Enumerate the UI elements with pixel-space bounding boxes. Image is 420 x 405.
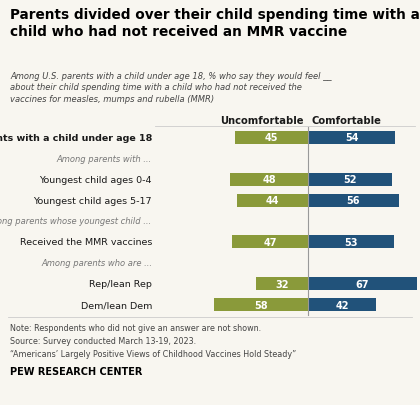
Bar (230, 173, 308, 186)
Text: Comfortable: Comfortable (312, 116, 382, 126)
Text: 67: 67 (355, 279, 369, 289)
Text: Uncomfortable: Uncomfortable (220, 116, 304, 126)
Text: 56: 56 (346, 196, 360, 206)
Text: Dem/lean Dem: Dem/lean Dem (81, 301, 152, 309)
Bar (308, 277, 417, 290)
Text: 52: 52 (344, 175, 357, 185)
Text: “Americans’ Largely Positive Views of Childhood Vaccines Hold Steady”: “Americans’ Largely Positive Views of Ch… (10, 349, 296, 358)
Bar (256, 277, 308, 290)
Text: Received the MMR vaccines: Received the MMR vaccines (20, 238, 152, 247)
Text: 47: 47 (263, 237, 277, 247)
Text: Among parents with ...: Among parents with ... (57, 154, 152, 164)
Text: Youngest child ages 5-17: Youngest child ages 5-17 (34, 196, 152, 205)
Text: 42: 42 (335, 300, 349, 310)
Text: Parents with a child under age 18: Parents with a child under age 18 (0, 134, 152, 143)
Text: 54: 54 (345, 133, 359, 143)
Text: 48: 48 (262, 175, 276, 185)
Text: Note: Respondents who did not give an answer are not shown.: Note: Respondents who did not give an an… (10, 323, 261, 332)
Bar (237, 194, 308, 207)
Text: 45: 45 (265, 133, 278, 143)
Text: Source: Survey conducted March 13-19, 2023.: Source: Survey conducted March 13-19, 20… (10, 336, 196, 345)
Bar (308, 236, 394, 249)
Bar (308, 173, 392, 186)
Text: PEW RESEARCH CENTER: PEW RESEARCH CENTER (10, 366, 142, 376)
Text: Among parents who are ...: Among parents who are ... (41, 259, 152, 268)
Bar (235, 132, 308, 145)
Text: 32: 32 (276, 279, 289, 289)
Text: Rep/lean Rep: Rep/lean Rep (89, 279, 152, 288)
Bar (308, 194, 399, 207)
Text: 44: 44 (265, 196, 279, 206)
Text: Parents divided over their child spending time with a
child who had not received: Parents divided over their child spendin… (10, 8, 420, 39)
Text: Among parents whose youngest child ...: Among parents whose youngest child ... (0, 217, 152, 226)
Bar (214, 298, 308, 311)
Text: 53: 53 (344, 237, 358, 247)
Text: Youngest child ages 0-4: Youngest child ages 0-4 (39, 175, 152, 184)
Text: Among U.S. parents with a child under age 18, % who say they would feel __
about: Among U.S. parents with a child under ag… (10, 72, 332, 104)
Bar (308, 298, 376, 311)
Text: 58: 58 (254, 300, 268, 310)
Bar (308, 132, 396, 145)
Bar (232, 236, 308, 249)
